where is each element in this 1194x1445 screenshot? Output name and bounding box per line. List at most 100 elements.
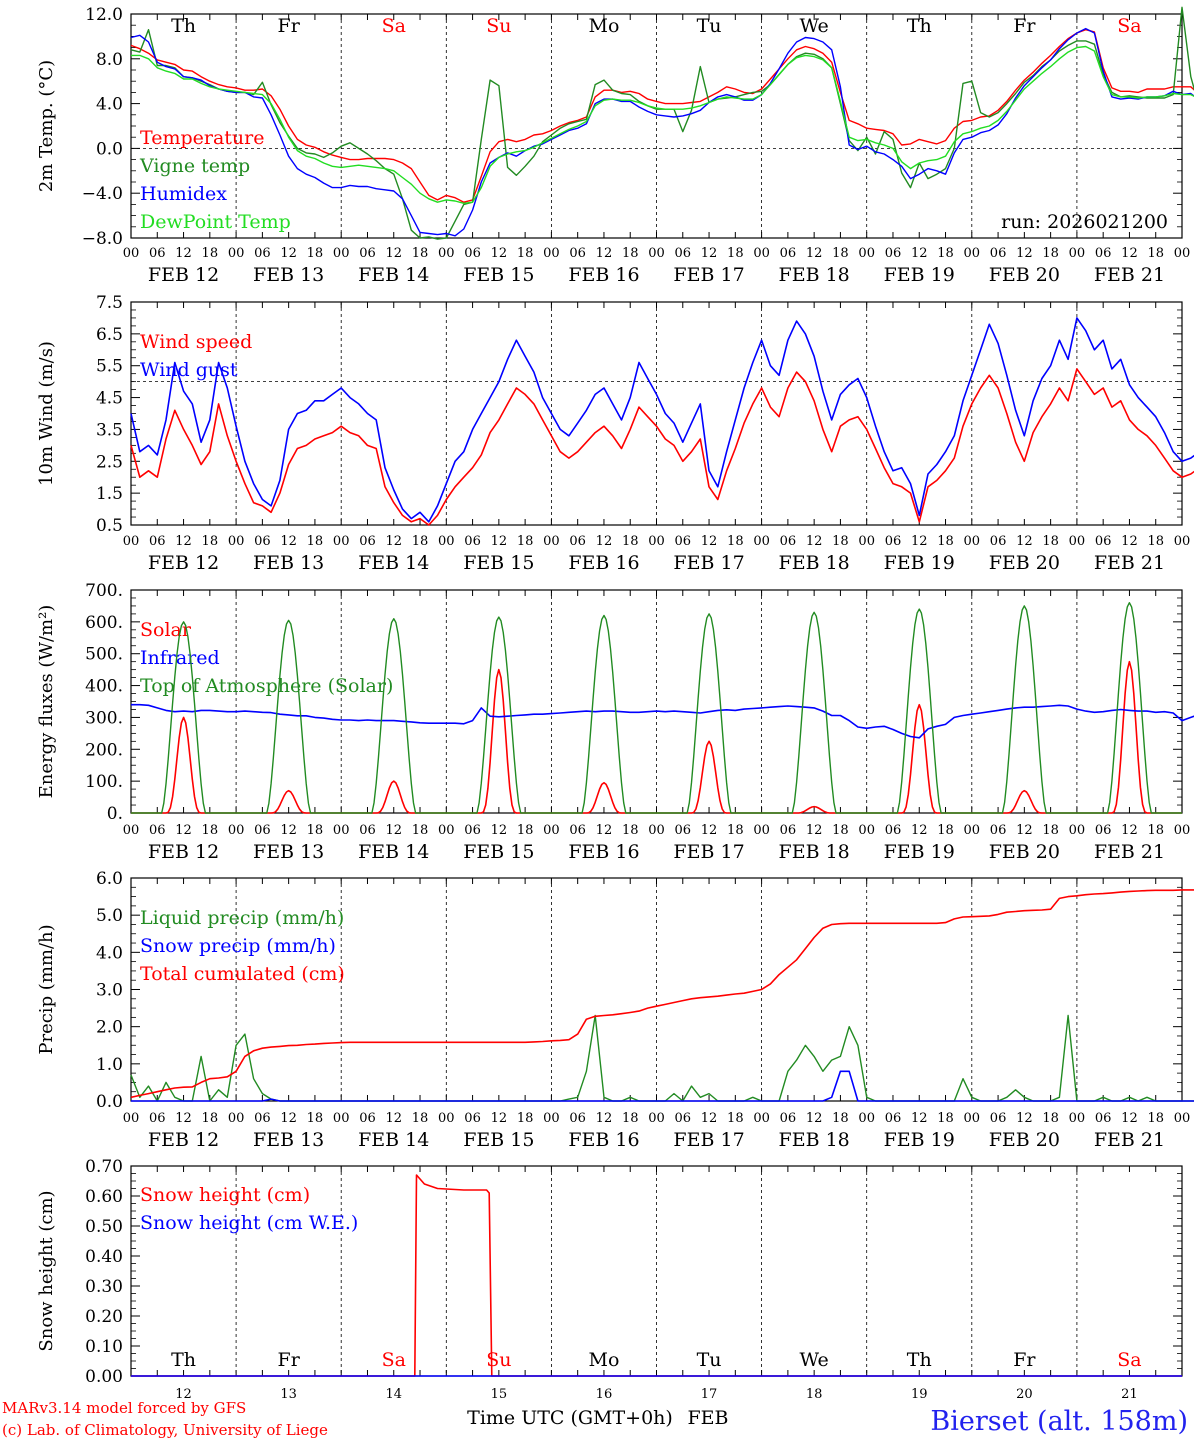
y-axis-label: 10m Wind (m/s): [36, 341, 57, 486]
x-date-label: FEB 19: [884, 264, 955, 286]
x-date-label: FEB 17: [673, 264, 744, 286]
x-hour-label: 12: [1121, 534, 1138, 549]
x-hour-label: 18: [412, 534, 429, 549]
y-axis-label: Snow height (cm): [36, 1190, 57, 1351]
y-tick-label: 7.5: [96, 293, 123, 313]
series-line-snow-height-cm-: [131, 1174, 1182, 1377]
y-tick-label: −4.0: [82, 184, 123, 204]
y-tick-label: 0.5: [96, 516, 123, 536]
x-hour-label: 18: [727, 1111, 744, 1126]
weekday-label: Fr: [1013, 1349, 1036, 1371]
x-hour-label: 12: [806, 823, 823, 838]
x-date-label: FEB 12: [148, 264, 219, 286]
x-date-label: FEB 19: [884, 552, 955, 574]
x-hour-label: 06: [780, 246, 797, 261]
x-hour-label: 00: [1174, 246, 1191, 261]
weekday-label: We: [800, 1349, 829, 1371]
x-hour-label: 18: [727, 246, 744, 261]
x-hour-label: 18: [202, 246, 219, 261]
x-date-label: FEB 21: [1094, 841, 1165, 863]
y-tick-label: 200.: [85, 740, 123, 760]
x-hour-label: 00: [543, 246, 560, 261]
legend-entry: Wind gust: [140, 359, 238, 381]
x-hour-label: 00: [648, 246, 665, 261]
weekday-label: Fr: [278, 15, 301, 37]
y-tick-label: 4.5: [96, 389, 123, 409]
x-hour-label: 00: [333, 534, 350, 549]
weekday-label: Tu: [697, 1349, 722, 1371]
x-hour-label: 06: [885, 1111, 902, 1126]
x-day-number: 13: [280, 1387, 297, 1402]
x-date-label: FEB 17: [673, 841, 744, 863]
x-hour-label: 06: [990, 534, 1007, 549]
x-hour-label: 12: [911, 534, 928, 549]
y-tick-label: 300.: [85, 708, 123, 728]
y-tick-label: 0.10: [85, 1337, 123, 1357]
x-hour-label: 18: [1042, 534, 1059, 549]
x-hour-label: 06: [780, 534, 797, 549]
y-tick-label: 4.0: [96, 95, 123, 115]
series-line-top-of-atmosphere-solar-: [131, 602, 1182, 814]
x-hour-label: 06: [990, 246, 1007, 261]
legend-entry: Liquid precip (mm/h): [140, 907, 344, 929]
x-hour-label: 00: [438, 1111, 455, 1126]
x-hour-label: 00: [648, 1111, 665, 1126]
y-axis-label: Precip (mm/h): [36, 924, 57, 1054]
legend-entry: Snow height (cm W.E.): [140, 1212, 358, 1234]
legend-entry: Temperature: [140, 127, 264, 149]
y-tick-label: 600.: [85, 613, 123, 633]
x-hour-label: 06: [675, 1111, 692, 1126]
x-hour-label: 18: [832, 1111, 849, 1126]
x-hour-label: 06: [780, 823, 797, 838]
x-hour-label: 18: [622, 1111, 639, 1126]
x-hour-label: 12: [175, 246, 192, 261]
x-hour-label: 06: [569, 534, 586, 549]
x-hour-label: 12: [806, 1111, 823, 1126]
x-hour-label: 00: [1069, 246, 1086, 261]
legend-entry: Vigne temp: [139, 155, 250, 177]
x-date-label: FEB 12: [148, 1129, 219, 1151]
x-hour-label: 00: [648, 534, 665, 549]
x-axis-month: FEB: [687, 1407, 728, 1429]
x-date-label: FEB 16: [568, 264, 639, 286]
x-date-label: FEB 18: [779, 1129, 850, 1151]
x-hour-label: 12: [280, 534, 297, 549]
x-hour-label: 00: [228, 823, 245, 838]
x-hour-label: 00: [543, 1111, 560, 1126]
x-day-number: 16: [596, 1387, 613, 1402]
x-hour-label: 18: [937, 1111, 954, 1126]
x-hour-label: 12: [491, 246, 508, 261]
station-title: Bierset (alt. 158m): [930, 1406, 1188, 1437]
y-tick-label: 6.0: [96, 869, 123, 889]
x-hour-label: 06: [885, 246, 902, 261]
x-hour-label: 00: [964, 1111, 981, 1126]
y-tick-label: 700.: [85, 581, 123, 601]
footer-credit-model: MARv3.14 model forced by GFS: [2, 1399, 246, 1417]
x-hour-label: 00: [753, 823, 770, 838]
weekday-label: Mo: [588, 1349, 619, 1371]
x-hour-label: 12: [701, 246, 718, 261]
x-hour-label: 18: [412, 823, 429, 838]
x-hour-label: 12: [596, 823, 613, 838]
x-hour-label: 06: [569, 1111, 586, 1126]
x-hour-label: 18: [937, 246, 954, 261]
x-hour-label: 00: [438, 534, 455, 549]
series-line-vigne-temp: [130, 6, 1194, 240]
y-tick-label: 12.0: [85, 5, 123, 25]
x-hour-label: 06: [1095, 246, 1112, 261]
legend-entry: Infrared: [140, 647, 220, 669]
x-date-label: FEB 16: [568, 1129, 639, 1151]
x-hour-label: 18: [202, 1111, 219, 1126]
y-tick-label: 400.: [85, 677, 123, 697]
x-hour-label: 18: [1147, 823, 1164, 838]
x-hour-label: 06: [780, 1111, 797, 1126]
x-hour-label: 18: [517, 1111, 534, 1126]
x-hour-label: 18: [1042, 1111, 1059, 1126]
x-hour-label: 06: [675, 823, 692, 838]
x-hour-label: 06: [675, 534, 692, 549]
x-date-label: FEB 18: [779, 552, 850, 574]
x-hour-label: 12: [911, 246, 928, 261]
x-day-number: 19: [911, 1387, 928, 1402]
x-hour-label: 12: [1016, 246, 1033, 261]
x-hour-label: 06: [675, 246, 692, 261]
